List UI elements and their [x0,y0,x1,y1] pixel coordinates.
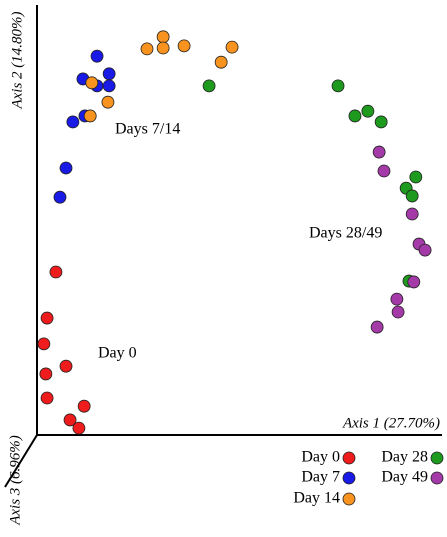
legend-swatch [430,451,444,465]
point [225,40,239,54]
legend-swatch [430,471,444,485]
point [156,30,170,44]
z-axis-label: Axis 3 (6.96%) [7,435,23,526]
point [374,115,388,129]
point [391,305,405,319]
point [361,104,375,118]
point [418,243,432,257]
point [59,359,73,373]
point [83,109,97,123]
point [331,79,345,93]
point [101,95,115,109]
legend-label: Day 7 [301,469,340,486]
legend-swatch [342,451,356,465]
point [177,39,191,53]
legend-label: Day 28 [381,449,428,466]
annotation: Day 0 [98,345,137,362]
point [377,164,391,178]
point [40,391,54,405]
point [63,413,77,427]
annotation: Days 28/49 [309,225,382,242]
point [85,76,99,90]
point [66,115,80,129]
point [49,265,63,279]
x-axis-label: Axis 1 (27.70%) [342,415,440,431]
legend-label: Day 14 [293,490,340,507]
point [156,41,170,55]
point [405,207,419,221]
point [140,42,154,56]
legend-label: Day 49 [381,469,428,486]
point [214,55,228,69]
point [72,421,86,435]
point [407,275,421,289]
point [202,79,216,93]
z-axis [4,434,38,488]
point [90,49,104,63]
legend-swatch [342,471,356,485]
point [59,161,73,175]
point [102,79,116,93]
point [370,320,384,334]
point [372,145,386,159]
legend-swatch [342,492,356,506]
point [37,337,51,351]
point [77,399,91,413]
y-axis-label: Axis 2 (14.80%) [9,11,25,109]
point [40,311,54,325]
point [348,109,362,123]
point [405,189,419,203]
point [102,67,116,81]
point [409,170,423,184]
point [53,190,67,204]
point [39,367,53,381]
point [390,292,404,306]
annotation: Days 7/14 [115,121,180,138]
legend-label: Day 0 [301,449,340,466]
